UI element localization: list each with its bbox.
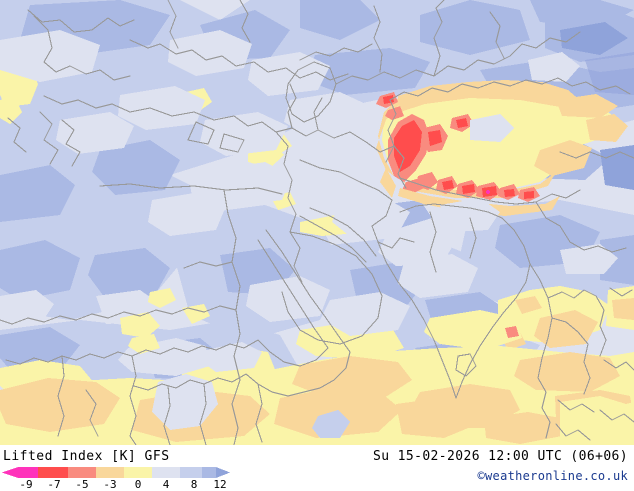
tick-label-3: -3: [103, 478, 117, 491]
copyright-notice[interactable]: ©weatheronline.co.uk: [477, 469, 628, 483]
color-scale-ticks: -9 -7 -5 -3 0 4 8 12: [0, 478, 232, 491]
color-scale-bar: [2, 467, 230, 478]
valid-time-stamp: Su 15-02-2026 12:00 UTC (06+06): [372, 449, 628, 464]
tick-label-6: 8: [190, 478, 198, 491]
tick-label-2: -5: [75, 478, 89, 491]
tick-label-0: -9: [19, 478, 33, 491]
weather-map-canvas[interactable]: [0, 0, 634, 445]
tick-label-4: 0: [134, 478, 142, 491]
lifted-index-field: [0, 0, 634, 445]
tick-label-1: -7: [47, 478, 61, 491]
tick-label-5: 4: [162, 478, 170, 491]
tick-label-7: 12: [213, 478, 227, 491]
legend-title: Lifted Index [K] GFS: [3, 449, 170, 464]
map-footer: Lifted Index [K] GFS -9 -7 -5 -3: [0, 445, 634, 491]
